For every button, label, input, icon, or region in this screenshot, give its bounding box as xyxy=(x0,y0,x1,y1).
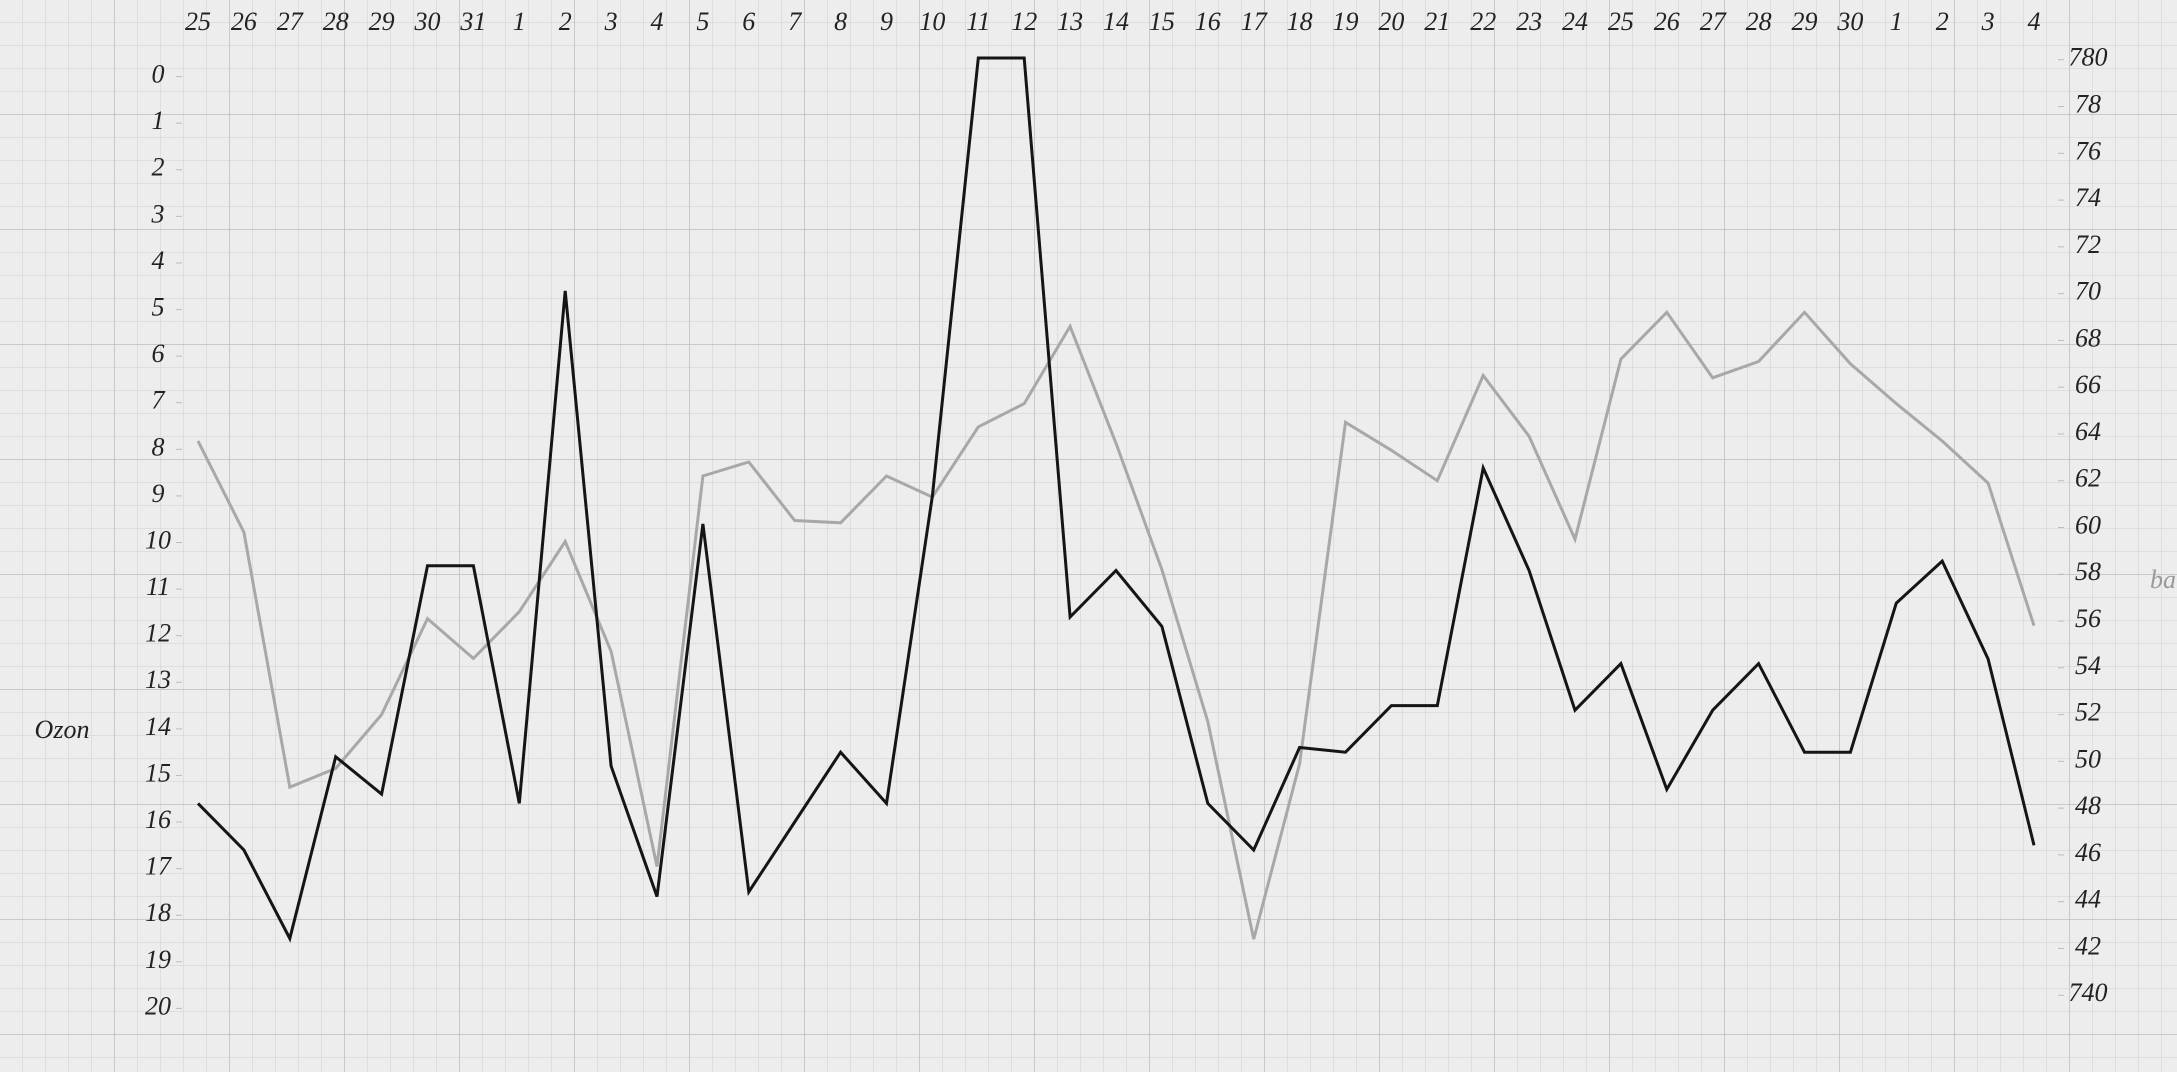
x-tick-label: 8 xyxy=(834,7,847,36)
x-tick-label: 25 xyxy=(1608,7,1634,36)
y2-tick-label: 56 xyxy=(2075,604,2101,633)
x-tick-label: 12 xyxy=(1011,7,1037,36)
y2-tick-label: 54 xyxy=(2075,651,2101,680)
y2-tick-label: 58 xyxy=(2075,557,2101,586)
y-tick-label: 11 xyxy=(146,572,170,601)
x-tick-label: 24 xyxy=(1562,7,1588,36)
x-tick-label: 27 xyxy=(1700,7,1727,36)
x-tick-label: 18 xyxy=(1287,7,1313,36)
series-line xyxy=(196,309,2036,940)
y-tick-label: 15 xyxy=(145,758,171,787)
x-tick-label: 29 xyxy=(1792,7,1818,36)
x-tick-label: 3 xyxy=(1981,7,1995,36)
y-tick-label: 14 xyxy=(145,712,171,741)
x-tick-label: 3 xyxy=(604,7,618,36)
y-tick-label: 19 xyxy=(145,945,171,974)
y2-tick-label: 740 xyxy=(2069,978,2108,1007)
x-tick-label: 15 xyxy=(1149,7,1175,36)
x-tick-label: 10 xyxy=(919,7,945,36)
y2-tick-label: 72 xyxy=(2075,230,2101,259)
x-tick-label: 16 xyxy=(1195,7,1221,36)
x-tick-label: 1 xyxy=(1890,7,1903,36)
x-tick-label: 6 xyxy=(742,7,755,36)
y-axis-label: Ozon xyxy=(35,715,90,744)
x-tick-label: 2 xyxy=(1936,7,1949,36)
x-tick-label: 19 xyxy=(1333,7,1359,36)
x-tick-label: 30 xyxy=(1836,7,1863,36)
x-tick-label: 27 xyxy=(277,7,304,36)
y2-tick-label: 42 xyxy=(2075,931,2101,960)
y-tick-label: 5 xyxy=(152,293,165,322)
y2-tick-label: 52 xyxy=(2075,698,2101,727)
y2-tick-label: 74 xyxy=(2075,183,2101,212)
x-tick-label: 4 xyxy=(2028,7,2041,36)
y-tick-label: 8 xyxy=(152,432,165,461)
x-tick-label: 29 xyxy=(369,7,395,36)
y2-tick-label: 48 xyxy=(2075,791,2101,820)
x-tick-label: 14 xyxy=(1103,7,1129,36)
x-tick-label: 25 xyxy=(185,7,211,36)
x-tick-label: 26 xyxy=(231,7,257,36)
y-tick-label: 10 xyxy=(145,525,171,554)
y-tick-label: 9 xyxy=(152,479,165,508)
x-tick-label: 2 xyxy=(559,7,572,36)
x-tick-label: 11 xyxy=(966,7,990,36)
y2-tick-label: 60 xyxy=(2075,510,2101,539)
x-tick-label: 26 xyxy=(1654,7,1680,36)
y-tick-label: 1 xyxy=(152,106,165,135)
x-tick-label: 22 xyxy=(1470,7,1496,36)
y2-axis-label: bar xyxy=(2150,565,2177,594)
y2-tick-label: 780 xyxy=(2069,43,2108,72)
y-tick-label: 16 xyxy=(145,805,171,834)
x-tick-label: 7 xyxy=(788,7,802,36)
y-tick-label: 2 xyxy=(152,153,165,182)
x-tick-label: 13 xyxy=(1057,7,1083,36)
x-tick-label: 4 xyxy=(651,7,664,36)
x-tick-label: 21 xyxy=(1424,7,1450,36)
y2-tick-label: 78 xyxy=(2075,90,2101,119)
y2-tick-label: 76 xyxy=(2075,136,2101,165)
x-tick-label: 23 xyxy=(1516,7,1542,36)
y-tick-label: 13 xyxy=(145,665,171,694)
y-tick-label: 17 xyxy=(145,852,172,881)
x-tick-label: 28 xyxy=(323,7,349,36)
y2-tick-label: 46 xyxy=(2075,838,2101,867)
y2-tick-label: 44 xyxy=(2075,885,2101,914)
y2-tick-label: 66 xyxy=(2075,370,2101,399)
y2-tick-label: 64 xyxy=(2075,417,2101,446)
x-tick-label: 20 xyxy=(1378,7,1404,36)
x-tick-label: 17 xyxy=(1241,7,1268,36)
x-tick-label: 30 xyxy=(414,7,441,36)
y-tick-label: 4 xyxy=(152,246,165,275)
y2-tick-label: 50 xyxy=(2075,744,2101,773)
x-tick-label: 28 xyxy=(1746,7,1772,36)
series-line xyxy=(196,56,2036,943)
y-tick-label: 12 xyxy=(145,619,171,648)
y2-tick-label: 70 xyxy=(2075,277,2101,306)
x-tick-label: 9 xyxy=(880,7,893,36)
x-tick-label: 1 xyxy=(513,7,526,36)
y-tick-label: 20 xyxy=(145,991,171,1020)
y-tick-label: 18 xyxy=(145,898,171,927)
y2-tick-label: 62 xyxy=(2075,464,2101,493)
x-tick-label: 31 xyxy=(459,7,486,36)
y-tick-label: 7 xyxy=(152,386,166,415)
x-tick-label: 5 xyxy=(696,7,709,36)
y-tick-label: 6 xyxy=(152,339,165,368)
y2-tick-label: 68 xyxy=(2075,323,2101,352)
y-tick-label: 0 xyxy=(152,60,165,89)
y-tick-label: 3 xyxy=(151,199,165,228)
